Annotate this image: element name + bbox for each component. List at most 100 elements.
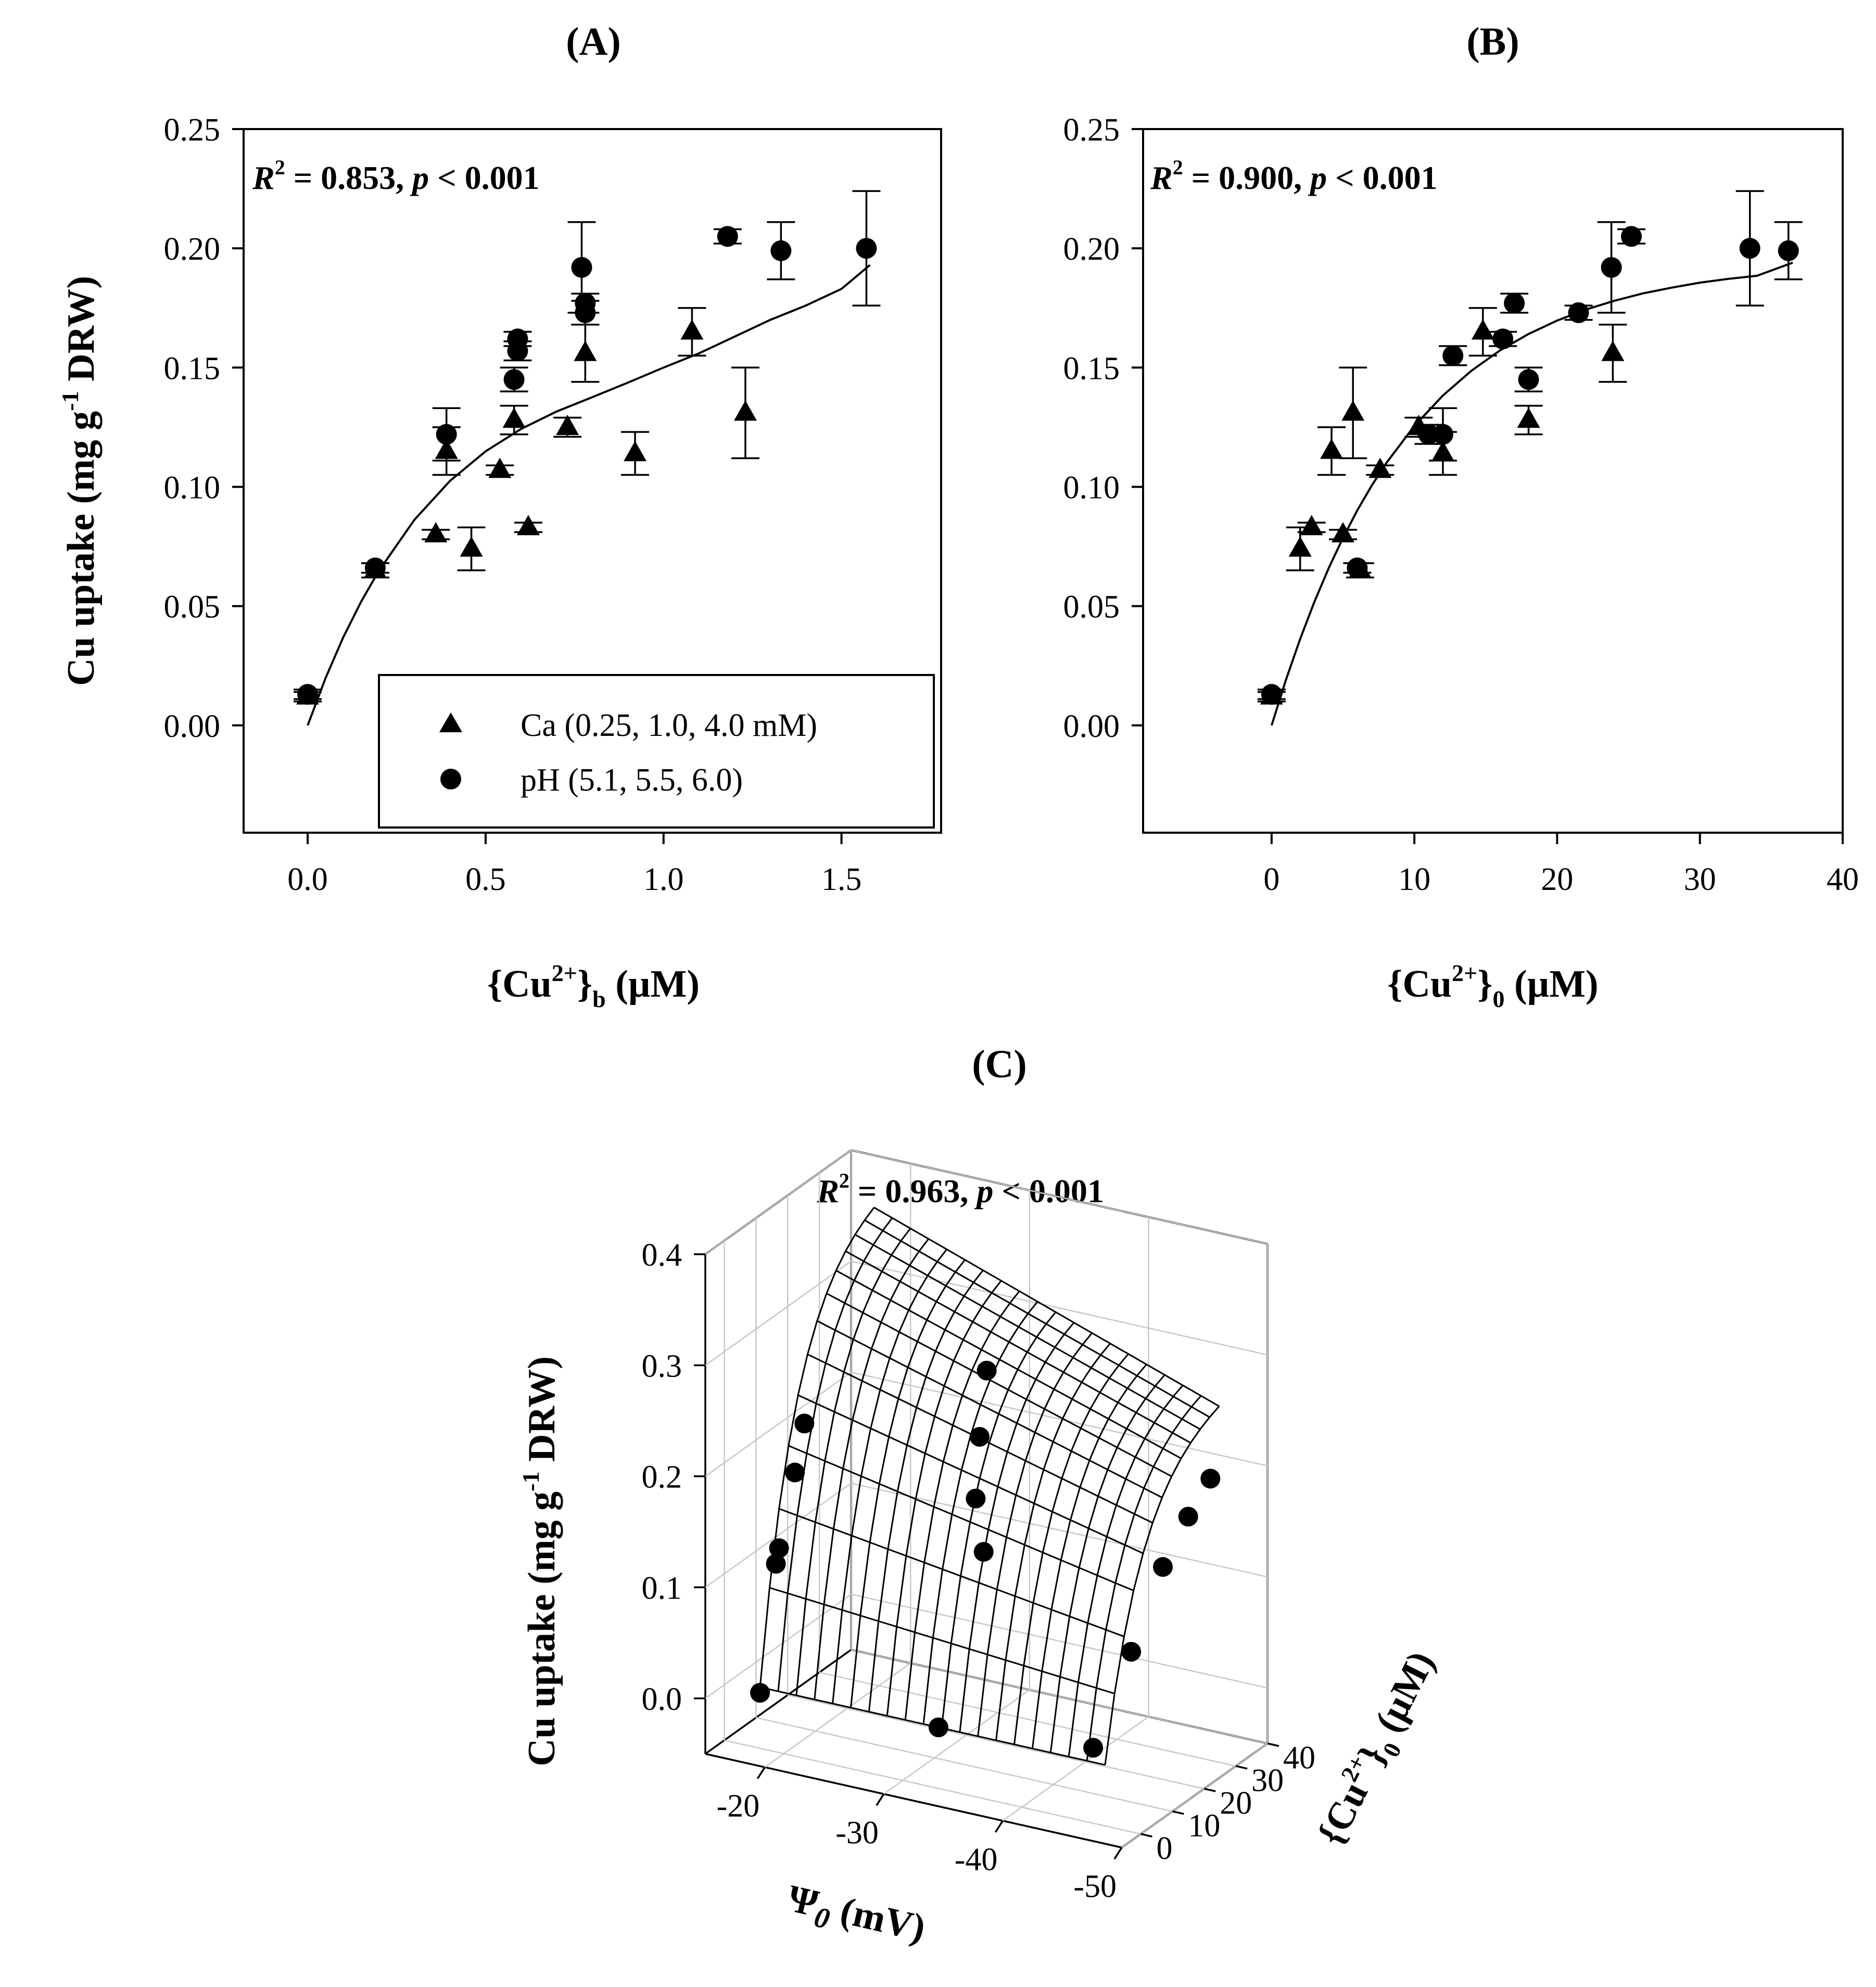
- surface-mesh-line: [864, 1219, 1210, 1418]
- z-tick-label: 0.1: [642, 1571, 682, 1606]
- surface-mesh-line: [777, 1217, 893, 1692]
- ph-data-point: [1489, 328, 1517, 350]
- ca-data-point: [422, 522, 450, 543]
- ph-data-point: [1343, 557, 1372, 579]
- legend-triangle-marker: [439, 712, 462, 732]
- ca-data-point: [571, 324, 600, 383]
- z-tick-label: 0.3: [642, 1348, 682, 1384]
- x-tick-label: 30: [1684, 862, 1716, 897]
- ca-data-point: [1297, 515, 1326, 536]
- data-point-3d: [1153, 1557, 1173, 1577]
- y-tick-label: 0.00: [1063, 709, 1120, 744]
- panel-c-stat: R2 = 0.963, p < 0.001: [816, 1169, 1104, 1209]
- x-tick-label: 0: [1263, 862, 1279, 897]
- ph-data-point: [1414, 424, 1443, 445]
- x-tick-label: 0.0: [287, 862, 328, 897]
- triangle-marker: [1320, 438, 1343, 459]
- x-tick-mark: [876, 1793, 885, 1806]
- y-tick-label: 10: [1188, 1808, 1220, 1843]
- floor-gridline: [883, 1689, 1030, 1795]
- surface-mesh-line: [904, 1291, 1020, 1720]
- ph-data-point: [1597, 221, 1626, 314]
- data-point-3d: [1200, 1469, 1221, 1489]
- panel-a-plot-frame: [243, 128, 942, 834]
- x-tick-label: 10: [1398, 862, 1430, 897]
- panel-c-label: (C): [972, 1042, 1027, 1086]
- floor-gridline: [819, 1672, 1236, 1767]
- panel-b-fit-curve: [1270, 261, 1793, 726]
- surface-mesh-line: [826, 1292, 1172, 1477]
- y-tick-label: 40: [1283, 1740, 1315, 1776]
- data-point-3d: [785, 1462, 805, 1483]
- x-tick-label: 1.5: [821, 862, 862, 897]
- data-point-3d: [1178, 1507, 1198, 1527]
- surface-mesh-line: [886, 1280, 1002, 1716]
- y-tick-mark: [1172, 1810, 1184, 1815]
- panel-a-stat: R2 = 0.853, p < 0.001: [252, 156, 540, 196]
- x-tick-label: 40: [1827, 862, 1859, 897]
- data-point-3d: [977, 1360, 997, 1381]
- floor-gridline: [1121, 1742, 1268, 1849]
- ca-data-point: [1514, 404, 1543, 436]
- circle-marker: [364, 557, 386, 579]
- box-edge: [704, 1649, 852, 1755]
- circle-marker: [1568, 302, 1589, 323]
- triangle-marker: [516, 515, 540, 536]
- ph-data-point: [500, 366, 528, 392]
- y-tick-label: 20: [1220, 1786, 1252, 1821]
- x-tick-mark: [994, 1820, 1004, 1833]
- panel-b: (B) R2 = 0.900, p < 0.001 0.000.050.100.…: [1063, 20, 1859, 1012]
- floor-gridline: [756, 1717, 1173, 1812]
- y-tick-mark: [1235, 1765, 1248, 1770]
- ca-data-point: [731, 366, 759, 460]
- surface-mesh-line: [797, 1394, 1144, 1555]
- triangle-marker: [488, 457, 512, 478]
- panel-c-3d-gridlines: [705, 1149, 1269, 1849]
- y-tick-label: 0.25: [1063, 112, 1120, 148]
- legend-ph-label: pH (5.1, 5.5, 6.0): [521, 762, 743, 798]
- ph-data-point: [294, 684, 322, 705]
- fit-curve-line: [307, 264, 871, 726]
- left-wall-gridline: [705, 1594, 852, 1699]
- panel-c-x-axis-label: Ψ0 (mV): [782, 1877, 929, 1957]
- ca-data-point: [1339, 366, 1367, 460]
- panel-c-3d-box: [704, 1149, 1269, 1849]
- ph-data-point: [1439, 345, 1467, 366]
- surface-mesh-line: [1049, 1374, 1165, 1753]
- circle-marker: [297, 684, 319, 705]
- surface-mesh-line: [850, 1259, 966, 1708]
- z-tick-label: 0.2: [642, 1460, 682, 1495]
- ca-data-point: [678, 307, 706, 357]
- y-tick-label: 0.20: [1063, 232, 1120, 267]
- ca-data-point: [1599, 324, 1627, 383]
- floor-gridline: [851, 1649, 1268, 1744]
- data-point-3d: [1121, 1641, 1142, 1662]
- triangle-marker: [1517, 407, 1540, 428]
- circle-marker: [1504, 292, 1525, 314]
- data-point-3d: [966, 1488, 986, 1509]
- circle-marker: [571, 257, 592, 278]
- back-wall-gridline: [851, 1260, 1268, 1356]
- circle-marker: [1492, 328, 1514, 350]
- triangle-marker: [733, 400, 757, 421]
- surface-mesh-line: [854, 1233, 1201, 1430]
- x-tick-label: 0.5: [465, 862, 506, 897]
- circle-marker: [1347, 557, 1368, 579]
- circle-marker: [1261, 684, 1282, 705]
- ca-data-point: [553, 414, 582, 438]
- panel-b-stat: R2 = 0.900, p < 0.001: [1150, 156, 1438, 196]
- panel-a-y-ticks: 0.00 0.05 0.10 0.15 0.20 0.25: [164, 112, 244, 744]
- data-point-3d: [1083, 1738, 1104, 1758]
- surface-mesh-line: [779, 1508, 1125, 1638]
- floor-gridline: [1002, 1716, 1149, 1822]
- y-tick-label: 0.10: [164, 470, 221, 505]
- panel-a-x-ticks: 0.0 0.5 1.0 1.5: [287, 833, 861, 897]
- x-tick-mark: [1113, 1847, 1123, 1859]
- y-tick-label: 0.20: [164, 232, 221, 267]
- x-tick-label: 1.0: [643, 862, 684, 897]
- circle-marker: [770, 240, 792, 261]
- circle-marker: [1621, 226, 1642, 247]
- surface-mesh-line: [922, 1301, 1038, 1724]
